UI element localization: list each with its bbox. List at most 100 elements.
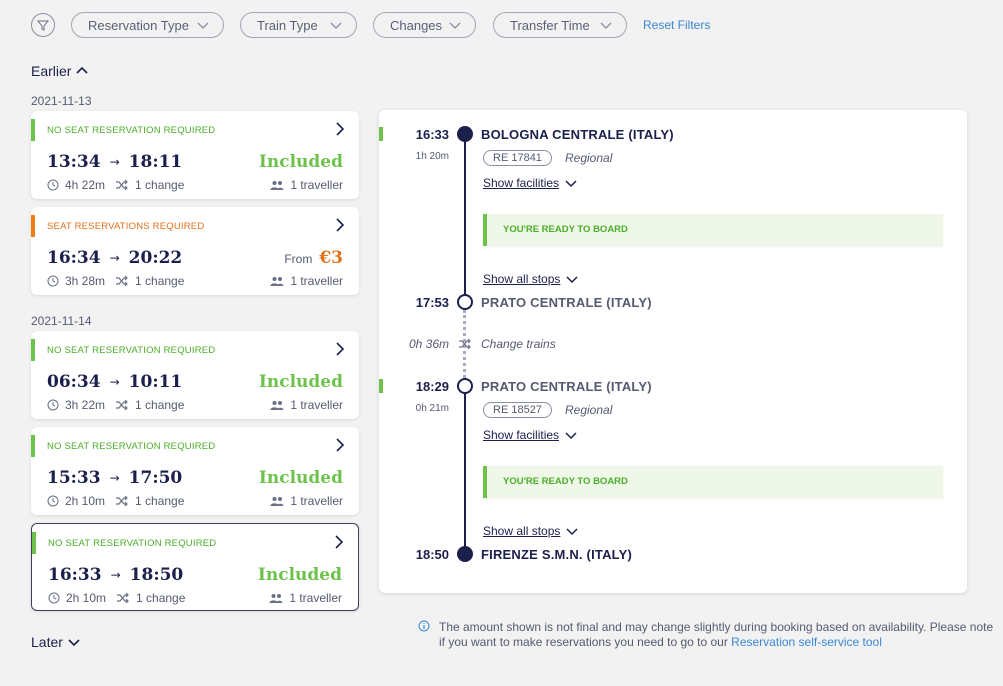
price: From €3 (284, 248, 343, 268)
duration: 2h 10m (66, 591, 107, 605)
duration: 3h 22m (65, 398, 106, 412)
chip-label: Train Type (257, 17, 318, 33)
transfer-duration: 0h 36m (408, 337, 449, 351)
people-icon (269, 594, 283, 603)
price: Included (258, 468, 343, 488)
shuffle-icon (116, 495, 128, 507)
journey-meta: 2h 10m 1 change (47, 494, 184, 508)
chevron-down-icon (566, 528, 578, 536)
journey-card-selected[interactable]: NO SEAT RESERVATION REQUIRED 16:33 → 18:… (31, 523, 359, 611)
reservation-indicator (31, 435, 35, 457)
note-body: The amount shown is not final and may ch… (439, 620, 994, 649)
duration: 4h 22m (65, 178, 106, 192)
departure-time: 06:34 (47, 372, 101, 392)
chevron-down-icon (449, 22, 461, 29)
reset-filters-link[interactable]: Reset Filters (643, 18, 711, 32)
arrow-right-icon: → (109, 155, 120, 169)
departure-station: BOLOGNA CENTRALE (ITALY) (481, 127, 674, 142)
note-text: The amount shown is not final and may ch… (439, 620, 999, 650)
departure-node (457, 378, 473, 394)
traveller-count: 1 traveller (290, 398, 343, 412)
shuffle-icon (116, 399, 128, 411)
ready-to-board-banner: YOU'RE READY TO BOARD (483, 466, 943, 498)
changes: 1 change (135, 398, 185, 412)
shuffle-icon (116, 275, 128, 287)
info-icon (418, 620, 430, 632)
chip-label: Transfer Time (510, 17, 590, 33)
chevron-up-icon (76, 66, 89, 74)
arrival-time: 18:11 (128, 152, 183, 172)
later-label: Later (31, 634, 63, 650)
traveller-count: 1 traveller (289, 591, 342, 605)
clock-icon (47, 179, 59, 191)
departure-node (457, 126, 473, 142)
earlier-label: Earlier (31, 63, 72, 79)
leg-indicator (379, 379, 383, 393)
price: Included (258, 372, 343, 392)
reservation-status: SEAT RESERVATIONS REQUIRED (47, 221, 205, 232)
chevron-right-icon (336, 122, 345, 136)
arrival-time: 18:50 (415, 547, 449, 562)
journey-card[interactable]: SEAT RESERVATIONS REQUIRED 16:34 → 20:22… (31, 207, 359, 295)
people-icon (270, 181, 284, 190)
filter-icon[interactable] (31, 13, 55, 37)
train-type: Regional (565, 403, 613, 417)
leg-indicator (379, 127, 383, 141)
arrow-right-icon: → (109, 375, 120, 389)
show-all-stops-link[interactable]: Show all stops (483, 524, 578, 538)
show-all-stops-link[interactable]: Show all stops (483, 272, 578, 286)
filter-chip-transfer-time[interactable]: Transfer Time (493, 12, 627, 38)
arrival-time: 17:50 (128, 468, 183, 488)
journey-times: 06:34 → 10:11 (47, 372, 182, 392)
chevron-right-icon (336, 438, 345, 452)
train-number: RE 18527 (483, 402, 552, 418)
train-type: Regional (565, 151, 613, 165)
changes: 1 change (136, 591, 186, 605)
reservation-self-service-link[interactable]: Reservation self-service tool (731, 635, 882, 649)
arrival-time: 20:22 (128, 248, 183, 268)
reservation-indicator (31, 119, 35, 141)
duration: 2h 10m (65, 494, 106, 508)
show-facilities-link[interactable]: Show facilities (483, 428, 577, 442)
travellers: 1 traveller (270, 398, 343, 412)
reservation-indicator (31, 339, 35, 361)
chevron-down-icon (600, 22, 612, 29)
chevron-down-icon (566, 276, 578, 284)
filter-chip-train-type[interactable]: Train Type (240, 12, 357, 38)
journey-meta: 3h 22m 1 change (47, 398, 184, 412)
travellers: 1 traveller (270, 178, 343, 192)
shuffle-icon (117, 592, 129, 604)
date-heading: 2021-11-13 (31, 94, 92, 108)
departure-time: 16:34 (47, 248, 101, 268)
show-facilities-link[interactable]: Show facilities (483, 176, 577, 190)
reservation-status: NO SEAT RESERVATION REQUIRED (48, 538, 217, 549)
filter-chip-reservation-type[interactable]: Reservation Type (71, 12, 224, 38)
journey-card[interactable]: NO SEAT RESERVATION REQUIRED 06:34 → 10:… (31, 331, 359, 419)
later-button[interactable]: Later (31, 634, 80, 650)
show-all-stops-label: Show all stops (483, 524, 561, 538)
reservation-indicator (31, 215, 35, 237)
leg-duration: 0h 21m (415, 403, 449, 414)
price-amount: €3 (319, 248, 343, 268)
reservation-indicator (32, 532, 36, 554)
chip-label: Reservation Type (88, 17, 189, 33)
traveller-count: 1 traveller (290, 178, 343, 192)
change-trains-label: Change trains (481, 337, 556, 351)
show-facilities-label: Show facilities (483, 176, 560, 190)
filter-chip-changes[interactable]: Changes (373, 12, 476, 38)
arrival-time: 18:50 (129, 565, 184, 585)
journey-card[interactable]: NO SEAT RESERVATION REQUIRED 13:34 → 18:… (31, 111, 359, 199)
reservation-status: NO SEAT RESERVATION REQUIRED (47, 441, 216, 452)
arrival-station: FIRENZE S.M.N. (ITALY) (481, 547, 633, 562)
journey-detail-panel: 16:33 BOLOGNA CENTRALE (ITALY) 1h 20m RE… (379, 110, 967, 593)
journey-meta: 3h 28m 1 change (47, 274, 184, 288)
departure-time: 18:29 (415, 379, 449, 394)
show-all-stops-label: Show all stops (483, 272, 561, 286)
people-icon (270, 277, 284, 286)
earlier-button[interactable]: Earlier (31, 63, 89, 79)
chevron-down-icon (197, 22, 209, 29)
price: Included (258, 152, 343, 172)
shuffle-icon (459, 338, 471, 350)
journey-card[interactable]: NO SEAT RESERVATION REQUIRED 15:33 → 17:… (31, 427, 359, 515)
departure-time: 15:33 (47, 468, 101, 488)
